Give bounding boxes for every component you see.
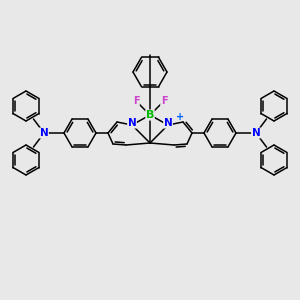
Text: B: B [146, 110, 154, 120]
Text: N: N [164, 118, 172, 128]
Text: N: N [40, 128, 48, 138]
Text: F: F [133, 96, 139, 106]
Text: F: F [161, 96, 167, 106]
Text: N: N [128, 118, 136, 128]
Text: N: N [252, 128, 260, 138]
Text: +: + [176, 112, 184, 122]
